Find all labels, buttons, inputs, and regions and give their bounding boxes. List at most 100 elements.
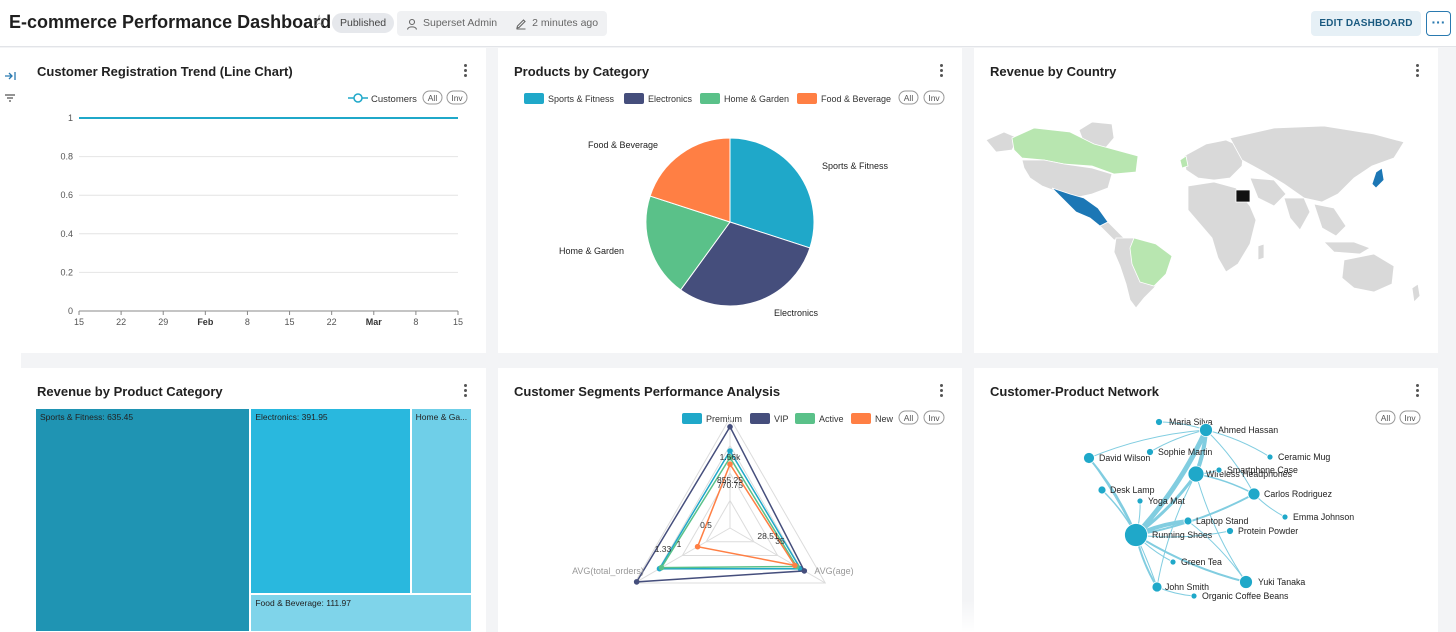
network-node[interactable]: Maria Silva <box>1155 417 1213 427</box>
legend-inv-button[interactable]: Inv <box>1404 413 1416 423</box>
x-tick-label: 22 <box>327 317 337 327</box>
network-node-circle <box>1155 418 1163 426</box>
treemap-cell[interactable]: Food & Beverage: 111.97 <box>250 593 472 632</box>
legend-item[interactable]: Food & Beverage <box>797 93 891 104</box>
radar-point[interactable] <box>727 424 733 430</box>
network-node[interactable]: Running Shoes <box>1124 523 1213 547</box>
more-options-button[interactable]: ··· <box>1426 11 1451 36</box>
status-badge[interactable]: Published <box>332 13 395 33</box>
map-japan[interactable] <box>1371 167 1385 189</box>
legend-item[interactable]: Home & Garden <box>700 93 789 104</box>
panel-revenue-country: Revenue by Country <box>974 48 1438 353</box>
network-node[interactable]: Yuki Tanaka <box>1239 575 1306 589</box>
map-usa[interactable] <box>1021 159 1113 199</box>
network-node[interactable]: Organic Coffee Beans <box>1190 591 1289 601</box>
network-node-label: Sophie Martin <box>1158 447 1212 457</box>
pie-slice[interactable] <box>679 221 811 307</box>
network-node-circle <box>1215 466 1223 474</box>
network-node-label: Yuki Tanaka <box>1258 577 1305 587</box>
network-node[interactable]: Laptop Stand <box>1183 516 1248 526</box>
panel-menu-icon[interactable] <box>936 384 946 400</box>
dashboard-header: E-commerce Performance Dashboard ☆ Publi… <box>0 0 1456 47</box>
pie-slice[interactable] <box>729 137 815 249</box>
panel-title: Revenue by Product Category <box>37 384 223 399</box>
map-southeast-asia[interactable] <box>1313 203 1347 237</box>
radar-point[interactable] <box>633 579 640 585</box>
map-india[interactable] <box>1283 197 1311 231</box>
legend-item[interactable]: Sports & Fitness <box>524 93 615 104</box>
network-node[interactable]: Ceramic Mug <box>1266 452 1330 462</box>
map-australia[interactable] <box>1341 253 1395 293</box>
filter-icon[interactable] <box>3 91 17 105</box>
legend-item[interactable]: Active <box>795 413 844 424</box>
map-canada[interactable] <box>1011 127 1139 175</box>
network-node[interactable]: David Wilson <box>1083 452 1151 464</box>
legend-all-button[interactable]: All <box>904 413 914 423</box>
legend-swatch <box>700 93 720 104</box>
network-node[interactable]: Green Tea <box>1169 557 1222 567</box>
treemap-cell[interactable]: Sports & Fitness: 635.45 <box>35 408 251 632</box>
panel-menu-icon[interactable] <box>1412 64 1422 80</box>
legend-item[interactable]: VIP <box>750 413 789 424</box>
map-africa[interactable] <box>1187 181 1257 273</box>
map-middle-east[interactable] <box>1249 177 1287 207</box>
radar-point[interactable] <box>791 562 798 569</box>
radar-point[interactable] <box>658 564 665 571</box>
panel-menu-icon[interactable] <box>1412 384 1422 400</box>
radar-point[interactable] <box>727 448 733 454</box>
panel-menu-icon[interactable] <box>460 384 470 400</box>
network-node[interactable]: Carlos Rodriguez <box>1247 487 1332 501</box>
radar-point[interactable] <box>727 454 733 461</box>
legend-customers[interactable]: Customers <box>371 94 417 105</box>
network-node[interactable]: Sophie Martin <box>1146 447 1213 457</box>
map-new-zealand[interactable] <box>1411 283 1421 303</box>
pie-slice[interactable] <box>649 137 731 223</box>
pie-slice[interactable] <box>645 195 731 291</box>
legend-item[interactable]: Electronics <box>624 93 693 104</box>
network-node[interactable]: Protein Powder <box>1226 526 1299 536</box>
panel-menu-icon[interactable] <box>460 64 470 80</box>
legend-inv-button[interactable]: Inv <box>451 93 463 103</box>
radar-point[interactable] <box>801 568 808 574</box>
map-egypt[interactable] <box>1235 189 1251 203</box>
legend-inv-button[interactable]: Inv <box>928 93 940 103</box>
map-europe[interactable] <box>1183 139 1245 181</box>
network-node-label: Emma Johnson <box>1293 512 1354 522</box>
network-node-label: Laptop Stand <box>1196 516 1248 526</box>
map-uk[interactable] <box>1179 155 1189 169</box>
network-node[interactable]: Desk Lamp <box>1097 485 1155 495</box>
radar-grid-ring <box>705 499 755 543</box>
expand-filters-icon[interactable] <box>3 69 17 83</box>
radar-grid-ring <box>633 416 827 584</box>
legend-all-button[interactable]: All <box>428 93 438 103</box>
map-russia-asia[interactable] <box>1229 125 1405 203</box>
x-tick-label: 29 <box>158 317 168 327</box>
map-brazil[interactable] <box>1129 237 1173 287</box>
legend-item[interactable]: New <box>851 413 894 424</box>
map-madagascar[interactable] <box>1257 243 1265 261</box>
legend-inv-button[interactable]: Inv <box>928 413 940 423</box>
treemap-cell[interactable]: Home & Ga... <box>410 408 472 594</box>
map-indonesia[interactable] <box>1323 241 1371 255</box>
radar-series-active[interactable] <box>660 456 799 569</box>
edit-dashboard-button[interactable]: EDIT DASHBOARD <box>1311 11 1421 36</box>
radar-point[interactable] <box>694 543 701 550</box>
treemap-cell[interactable]: Electronics: 391.95 <box>250 408 411 594</box>
network-node[interactable]: Yoga Mat <box>1136 496 1185 506</box>
radar-series-premium[interactable] <box>658 449 802 570</box>
dashboard-title: E-commerce Performance Dashboard <box>9 12 332 32</box>
legend-all-button[interactable]: All <box>1381 413 1391 423</box>
radar-series-vip[interactable] <box>635 425 806 583</box>
radar-series-new[interactable] <box>696 462 797 567</box>
panel-menu-icon[interactable] <box>936 64 946 80</box>
legend-all-button[interactable]: All <box>904 93 914 103</box>
network-node[interactable]: Ahmed Hassan <box>1199 423 1279 437</box>
favorite-star-icon[interactable]: ☆ <box>312 13 327 30</box>
network-node[interactable]: Smartphone Case <box>1215 465 1298 475</box>
network-node[interactable]: Wireless Headphones <box>1187 465 1293 483</box>
legend-item[interactable]: Premium <box>682 413 742 424</box>
network-node[interactable]: Emma Johnson <box>1281 512 1354 522</box>
map-central-america[interactable] <box>1099 221 1125 241</box>
network-node[interactable]: John Smith <box>1151 581 1209 593</box>
radar-point[interactable] <box>727 461 733 467</box>
